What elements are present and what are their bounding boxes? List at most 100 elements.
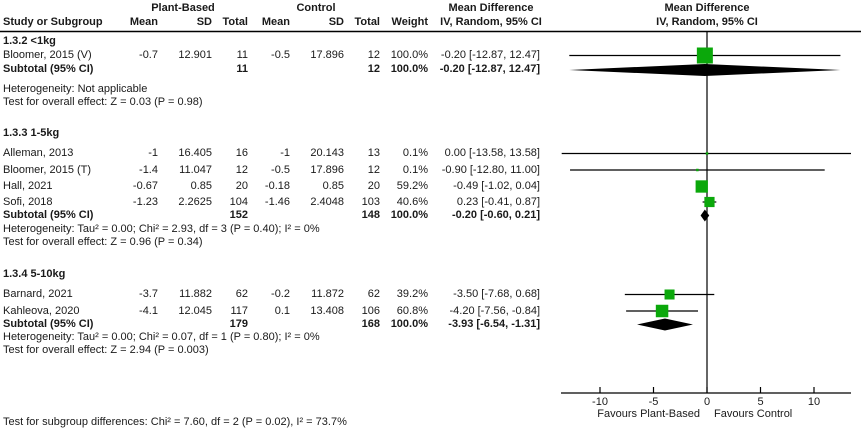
subgroup-title: 1.3.3 1-5kg (3, 127, 60, 139)
cell-value: -1.23 (132, 195, 158, 208)
cell-value: 2.2625 (178, 195, 212, 208)
cell-value: 12.045 (178, 304, 212, 317)
cell-value: 152 (229, 208, 248, 221)
forest-square-marker (705, 152, 709, 155)
overall-effect-text: Test for overall effect: Z = 0.03 (P = 0… (3, 96, 203, 108)
cell-value: 117 (230, 304, 248, 317)
cell-value: 0.1 (274, 304, 290, 317)
heterogeneity-text: Heterogeneity: Not applicable (3, 83, 148, 95)
cell-value: 100.0% (390, 49, 428, 61)
heterogeneity-text: Heterogeneity: Tau² = 0.00; Chi² = 2.93,… (3, 223, 320, 235)
cell-value: 17.896 (310, 49, 344, 61)
cell-value: 0.85 (322, 180, 344, 192)
col-header-c-total: Total (354, 16, 380, 28)
cell-value: 13 (367, 147, 380, 159)
forest-diamond-marker (569, 64, 841, 76)
subtotal-ci-value: -3.93 [-6.54, -1.31] (448, 317, 540, 330)
cell-value: 12 (367, 163, 380, 176)
cell-value: 20 (367, 180, 380, 192)
cell-value: 17.896 (310, 163, 344, 176)
cell-value: 2.4048 (310, 195, 344, 208)
subtotal-ci-value: -0.20 [-0.60, 0.21] (451, 208, 540, 221)
cell-value: 16 (235, 147, 248, 159)
cell-value: 0.1% (402, 163, 428, 176)
cell-value: 40.6% (396, 195, 428, 208)
forest-square-marker (655, 304, 669, 318)
subtotal-label: Subtotal (95% CI) (3, 317, 94, 330)
forest-square-marker (664, 289, 675, 300)
cell-value: 100.0% (390, 317, 428, 330)
study-name: Sofi, 2018 (3, 195, 53, 208)
study-name: Kahleova, 2020 (3, 304, 80, 317)
ci-value: -0.49 [-1.02, 0.04] (453, 180, 540, 192)
cell-value: 11 (236, 49, 248, 61)
cell-value: -3.7 (139, 288, 158, 300)
forest-square-marker (696, 168, 699, 172)
cell-value: -1 (148, 147, 158, 159)
cell-value: 0.1% (402, 147, 428, 159)
ci-column-header-line2: IV, Random, 95% CI (440, 16, 542, 28)
study-name: Alleman, 2013 (3, 147, 74, 159)
ci-value: -3.50 [-7.68, 0.68] (453, 288, 540, 300)
cell-value: -0.2 (271, 288, 290, 300)
cell-value: -4.1 (139, 304, 158, 317)
overall-effect-text: Test for overall effect: Z = 0.96 (P = 0… (3, 236, 203, 248)
cell-value: -0.18 (264, 180, 290, 192)
cell-value: 11 (236, 63, 248, 75)
cell-value: -0.7 (139, 49, 158, 61)
ci-value: 0.23 [-0.41, 0.87] (456, 195, 540, 208)
plot-column-header-line1: Mean Difference (664, 2, 750, 14)
ci-value: -4.20 [-7.56, -0.84] (449, 304, 541, 317)
cell-value: 11.882 (179, 288, 212, 300)
cell-value: 20 (235, 180, 248, 192)
group-header-control: Control (296, 2, 336, 14)
col-header-pb-sd: SD (196, 16, 212, 28)
study-name: Hall, 2021 (3, 180, 53, 192)
cell-value: 13.408 (310, 304, 344, 317)
cell-value: 59.2% (396, 180, 428, 192)
cell-value: -1.4 (139, 163, 158, 176)
x-axis-tick-label: 10 (808, 396, 820, 408)
x-axis-tick-label: 0 (704, 396, 710, 408)
cell-value: 12 (235, 163, 248, 176)
col-header-pb-mean: Mean (129, 16, 158, 28)
cell-value: 0.85 (190, 180, 212, 192)
cell-value: 148 (361, 208, 380, 221)
cell-value: 12.901 (178, 49, 212, 61)
cell-value: 168 (361, 317, 380, 330)
col-header-c-sd: SD (328, 16, 344, 28)
cell-value: 100.0% (390, 208, 428, 221)
cell-value: 12 (367, 49, 380, 61)
cell-value: 104 (229, 195, 248, 208)
col-header-weight: Weight (391, 16, 428, 28)
favours-left-label: Favours Plant-Based (597, 408, 700, 420)
cell-value: -1.46 (264, 195, 290, 208)
cell-value: 11.872 (311, 288, 344, 300)
forest-square-marker (696, 47, 713, 64)
x-axis-tick-label: -5 (649, 396, 659, 408)
cell-value: 62 (367, 288, 380, 300)
cell-value: 39.2% (396, 288, 428, 300)
cell-value: 60.8% (396, 304, 428, 317)
col-header-c-mean: Mean (261, 16, 290, 28)
ci-value: -0.90 [-12.80, 11.00] (441, 163, 540, 176)
cell-value: 179 (229, 317, 248, 330)
cell-value: 103 (361, 195, 380, 208)
ci-value: 0.00 [-13.58, 13.58] (444, 147, 540, 159)
col-header-pb-total: Total (222, 16, 248, 28)
subgroup-title: 1.3.2 <1kg (3, 35, 56, 47)
cell-value: -0.5 (271, 49, 290, 61)
subtotal-label: Subtotal (95% CI) (3, 63, 94, 75)
forest-diamond-marker (700, 209, 710, 222)
study-name: Bloomer, 2015 (V) (3, 49, 92, 61)
favours-right-label: Favours Control (714, 408, 792, 420)
overall-effect-text: Test for overall effect: Z = 2.94 (P = 0… (3, 343, 209, 356)
subgroup-difference-test: Test for subgroup differences: Chi² = 7.… (3, 416, 347, 428)
cell-value: 100.0% (390, 63, 428, 75)
ci-value: -0.20 [-12.87, 12.47] (440, 49, 540, 61)
cell-value: 106 (361, 304, 380, 317)
col-header-study: Study or Subgroup (3, 16, 103, 28)
cell-value: 12 (367, 63, 380, 75)
forest-square-marker (704, 196, 715, 208)
subtotal-ci-value: -0.20 [-12.87, 12.47] (439, 63, 540, 75)
